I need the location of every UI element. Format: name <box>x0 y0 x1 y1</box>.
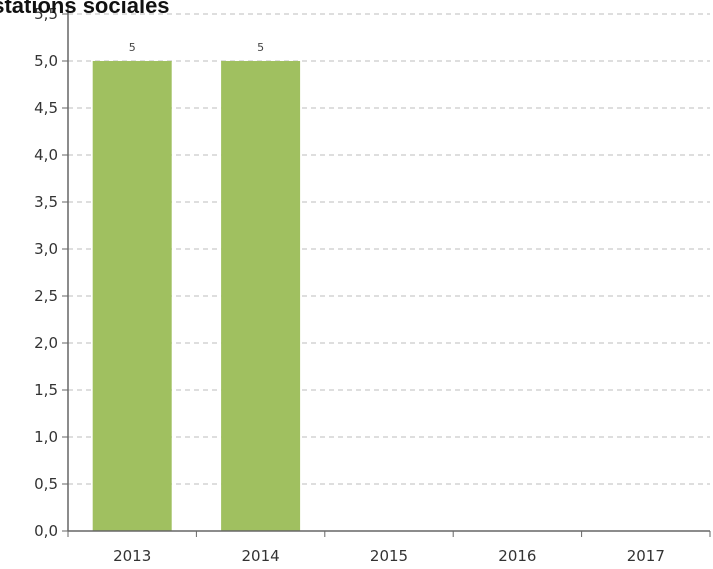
bar <box>93 61 172 531</box>
data-label: 5 <box>129 41 136 54</box>
y-tick-label: 1,5 <box>34 381 58 399</box>
y-tick-label: 4,0 <box>34 146 58 164</box>
y-tick-label: 2,0 <box>34 334 58 352</box>
y-tick-label: 3,5 <box>34 193 58 211</box>
y-tick-label: 0,5 <box>34 475 58 493</box>
x-tick-label: 2017 <box>627 547 665 565</box>
bar <box>221 61 300 531</box>
y-tick-label: 3,0 <box>34 240 58 258</box>
y-tick-label: 5,0 <box>34 52 58 70</box>
data-label: 5 <box>257 41 264 54</box>
x-tick-label: 2015 <box>370 547 408 565</box>
chart-title: estations sociales <box>0 0 170 18</box>
y-tick-label: 2,5 <box>34 287 58 305</box>
y-tick-label: 4,5 <box>34 99 58 117</box>
x-tick-label: 2016 <box>498 547 536 565</box>
x-tick-label: 2013 <box>113 547 151 565</box>
x-tick-label: 2014 <box>242 547 280 565</box>
y-tick-label: 0,0 <box>34 522 58 540</box>
y-tick-label: 1,0 <box>34 428 58 446</box>
